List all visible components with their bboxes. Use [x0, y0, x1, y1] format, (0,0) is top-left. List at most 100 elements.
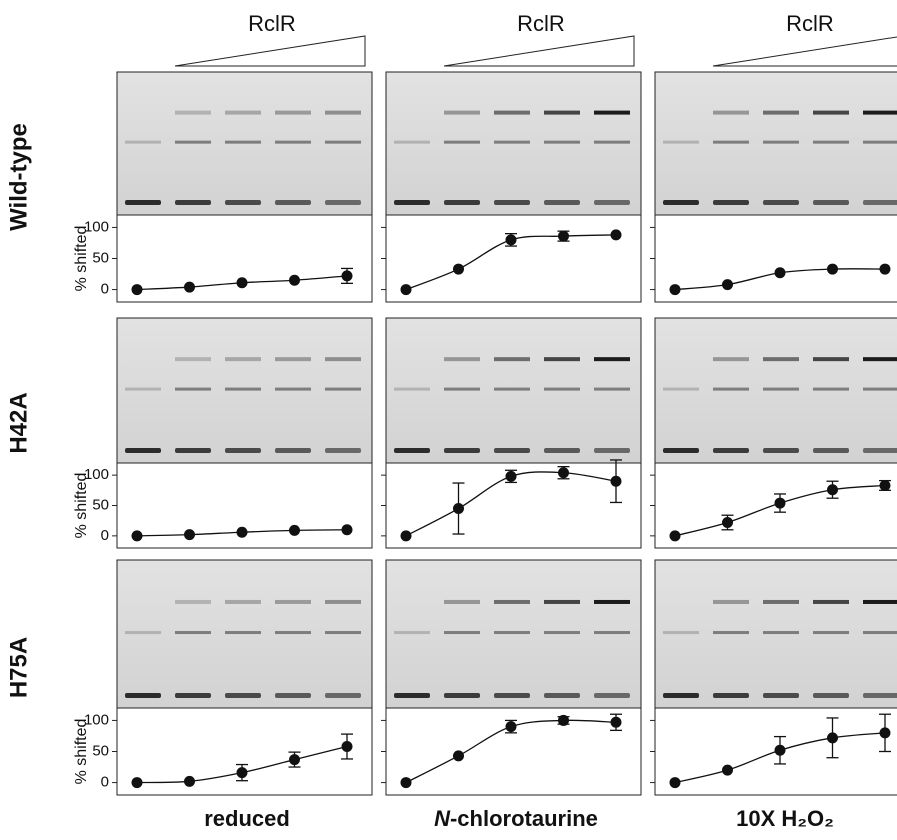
gel-band-shifted: [444, 110, 480, 115]
gel-band-shifted: [544, 110, 580, 115]
gel-band-shifted: [863, 599, 897, 604]
data-point: [774, 267, 786, 279]
gel-band-shifted: [763, 599, 799, 604]
data-point: [610, 475, 622, 487]
gel-band-middle: [594, 140, 630, 144]
gel-band-shifted: [225, 110, 261, 115]
gel-band-free: [444, 693, 480, 698]
gel-band-middle: [494, 387, 530, 391]
y-tick-label: 100: [84, 218, 109, 235]
y-tick-label: 100: [84, 466, 109, 483]
data-point: [236, 767, 248, 779]
y-tick-label: 100: [84, 711, 109, 728]
gel-band-middle: [813, 631, 849, 635]
gel-band-free: [225, 693, 261, 698]
y-tick-label: 0: [101, 774, 109, 791]
data-point: [558, 467, 569, 479]
gel-band-shifted: [813, 110, 849, 115]
gel-band-middle: [325, 631, 361, 635]
gel-band-free: [125, 200, 161, 205]
data-point: [722, 764, 733, 776]
data-point: [131, 530, 143, 542]
gel-band-free: [813, 693, 849, 698]
gel-band-middle: [175, 140, 211, 144]
data-point: [400, 777, 412, 789]
gel-band-middle: [275, 387, 311, 391]
data-point: [669, 530, 681, 542]
gel-band-middle: [763, 631, 799, 635]
gel-band-shifted: [325, 357, 361, 362]
data-point: [453, 503, 464, 515]
gel-band-shifted: [325, 599, 361, 604]
gel-band-middle: [325, 140, 361, 144]
gel-band-middle: [394, 631, 430, 635]
column-header: RclR: [786, 11, 834, 36]
data-point: [236, 526, 248, 538]
gel-band-middle: [863, 387, 897, 391]
gel-band-middle: [125, 140, 161, 144]
gel-band-free: [544, 448, 580, 453]
gel-band-free: [713, 693, 749, 698]
concentration-wedge: [443, 35, 635, 67]
data-point: [289, 754, 300, 766]
gel-band-free: [863, 448, 897, 453]
y-tick-label: 0: [101, 281, 109, 298]
data-point: [610, 716, 622, 728]
gel-band-middle: [394, 387, 430, 391]
gel-band-free: [813, 448, 849, 453]
data-point: [184, 281, 195, 293]
gel-band-middle: [444, 140, 480, 144]
gel-band-middle: [544, 387, 580, 391]
gel-band-shifted: [275, 110, 311, 115]
data-point: [505, 234, 517, 246]
gel-band-middle: [713, 140, 749, 144]
gel-band-middle: [444, 387, 480, 391]
data-point: [774, 744, 786, 756]
data-point: [610, 229, 622, 241]
gel-band-shifted: [494, 110, 530, 115]
y-tick-label: 50: [92, 742, 109, 759]
gel-band-middle: [813, 140, 849, 144]
gel-band-free: [663, 448, 699, 453]
gel-band-middle: [544, 140, 580, 144]
data-point: [774, 497, 786, 509]
y-tick-label: 0: [101, 527, 109, 544]
data-point: [827, 732, 838, 744]
data-point: [879, 727, 891, 739]
gel-band-middle: [275, 140, 311, 144]
data-point: [341, 270, 353, 282]
gel-band-shifted: [175, 599, 211, 604]
gel-band-middle: [225, 631, 261, 635]
gel-band-middle: [394, 140, 430, 144]
data-point: [184, 775, 195, 787]
gel-band-middle: [225, 387, 261, 391]
gel-band-free: [813, 200, 849, 205]
gel-band-free: [594, 448, 630, 453]
gel-band-free: [275, 448, 311, 453]
gel-band-middle: [494, 631, 530, 635]
row-label: H75A: [5, 637, 32, 698]
gel-band-free: [663, 200, 699, 205]
gel-band-free: [394, 200, 430, 205]
gel-band-middle: [713, 631, 749, 635]
gel-band-free: [863, 693, 897, 698]
y-tick-label: 50: [92, 249, 109, 266]
gel-band-middle: [863, 631, 897, 635]
data-point: [722, 279, 733, 291]
gel-band-middle: [713, 387, 749, 391]
row-label: H42A: [5, 392, 32, 453]
gel-band-middle: [175, 631, 211, 635]
gel-band-free: [394, 448, 430, 453]
gel-band-free: [125, 448, 161, 453]
gel-band-free: [325, 693, 361, 698]
data-point: [722, 517, 733, 528]
gel-band-shifted: [713, 599, 749, 604]
data-point: [558, 714, 569, 726]
gel-band-shifted: [444, 357, 480, 362]
gel-band-middle: [275, 631, 311, 635]
gel-band-shifted: [863, 110, 897, 115]
data-point: [131, 777, 143, 789]
gel-band-shifted: [225, 357, 261, 362]
gel-band-shifted: [275, 357, 311, 362]
